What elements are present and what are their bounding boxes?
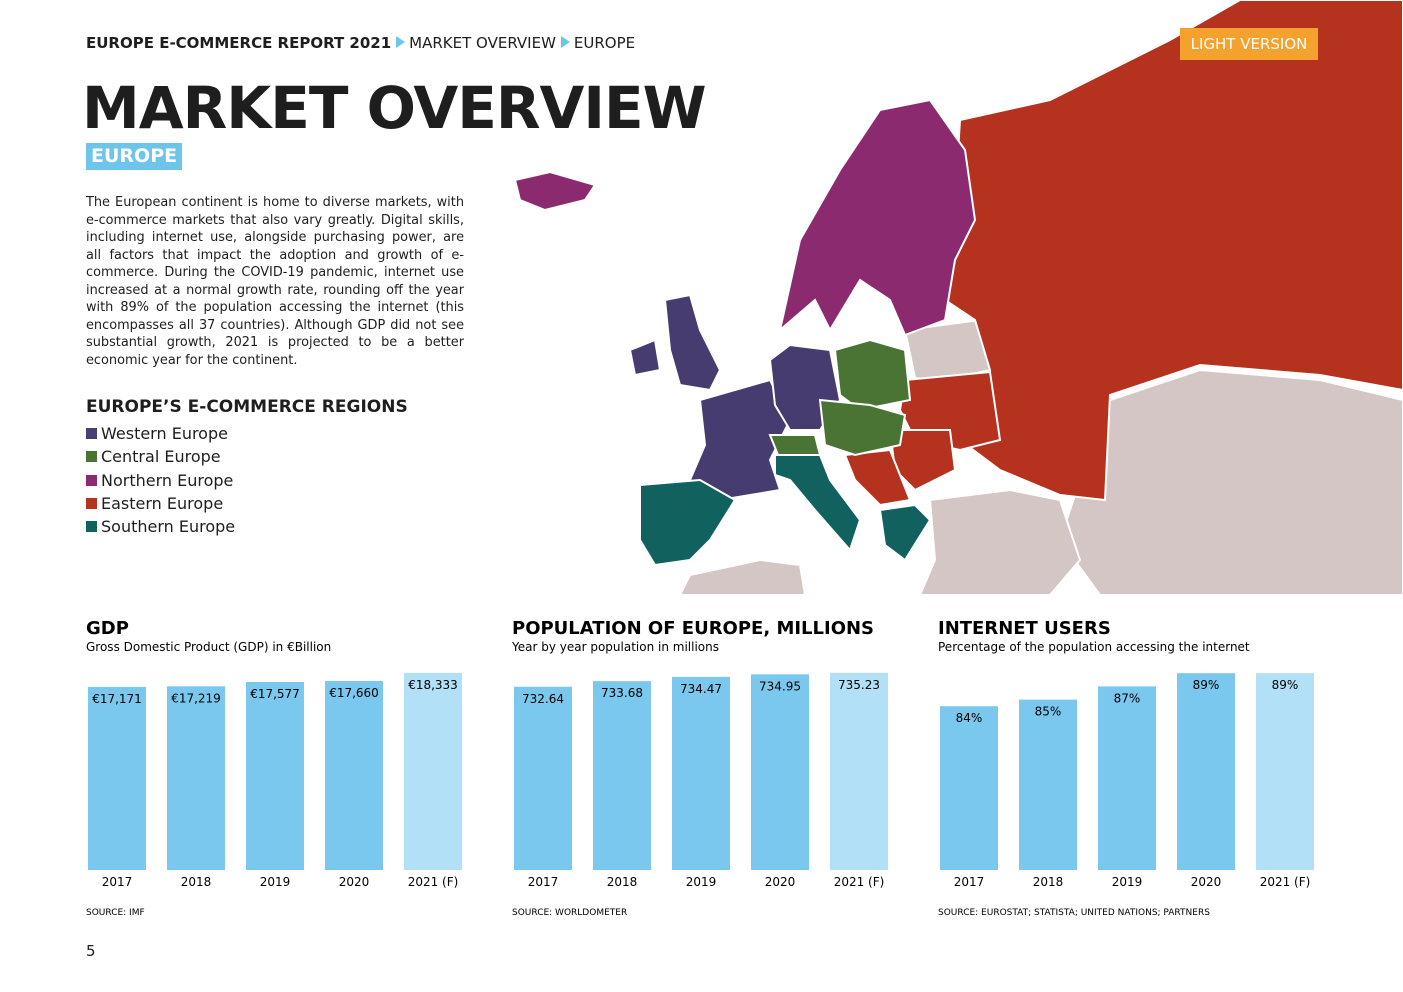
bar [88, 686, 146, 870]
value-label: 734.95 [759, 679, 801, 693]
x-tick-label: 2017 [528, 875, 559, 889]
bar [1256, 673, 1314, 870]
chart-source: SOURCE: WORLDOMETER [512, 908, 627, 918]
x-tick-label: 2018 [1033, 875, 1064, 889]
value-label: €17,577 [250, 687, 300, 701]
chart-subtitle: Gross Domestic Product (GDP) in €Billion [86, 640, 331, 654]
x-tick-label: 2020 [339, 875, 370, 889]
page-number: 5 [86, 942, 96, 960]
chart-source: SOURCE: IMF [86, 908, 145, 918]
bar [325, 681, 383, 870]
value-label: €17,219 [171, 691, 221, 705]
legend-label: Western Europe [101, 424, 228, 444]
x-tick-label: 2017 [102, 875, 133, 889]
value-label: 735.23 [838, 678, 880, 692]
legend-swatch [86, 498, 97, 510]
value-label: €17,660 [329, 686, 379, 700]
x-tick-label: 2019 [686, 875, 717, 889]
x-tick-label: 2018 [181, 875, 212, 889]
value-label: 89% [1193, 678, 1220, 692]
legend-swatch [86, 428, 97, 440]
chart-title: GDP [86, 618, 129, 639]
chart-subtitle: Year by year population in millions [511, 640, 719, 654]
bar [167, 686, 225, 870]
breadcrumb: EUROPE E-COMMERCE REPORT 2021 MARKET OVER… [86, 34, 635, 52]
bar [830, 672, 888, 870]
legend-swatch [86, 474, 97, 486]
legend-label: Southern Europe [101, 517, 236, 537]
legend-label: Northern Europe [101, 470, 234, 490]
x-tick-label: 2018 [607, 875, 638, 889]
legend-swatch [86, 451, 97, 463]
value-label: 732.64 [522, 692, 564, 706]
x-tick-label: 2020 [1191, 875, 1222, 889]
bar [246, 682, 304, 870]
version-badge[interactable]: LIGHT VERSION [1180, 28, 1318, 60]
chart-title: INTERNET USERS [938, 618, 1111, 639]
legend-item: Western Europe [86, 422, 235, 445]
bar [940, 706, 998, 870]
legend-swatch [86, 521, 97, 533]
x-tick-label: 2021 (F) [1260, 875, 1311, 889]
legend-item: Southern Europe [86, 515, 235, 538]
legend-item: Eastern Europe [86, 492, 235, 515]
legend-item: Northern Europe [86, 469, 235, 492]
value-label: 84% [956, 711, 983, 725]
bar [751, 674, 809, 870]
page-subtitle: EUROPE [86, 143, 183, 170]
value-label: 87% [1114, 691, 1141, 705]
value-label: 733.68 [601, 686, 643, 700]
bar [672, 676, 730, 870]
chart-title: POPULATION OF EUROPE, MILLIONS [512, 618, 874, 639]
x-tick-label: 2019 [260, 875, 291, 889]
breadcrumb-item: EUROPE E-COMMERCE REPORT 2021 [86, 34, 392, 52]
breadcrumb-item: MARKET OVERVIEW [409, 34, 556, 52]
x-tick-label: 2021 (F) [408, 875, 459, 889]
value-label: 85% [1035, 705, 1062, 719]
legend-title: EUROPE’S E-COMMERCE REGIONS [86, 397, 408, 417]
value-label: 89% [1272, 678, 1299, 692]
legend-label: Central Europe [101, 447, 221, 467]
x-tick-label: 2017 [954, 875, 985, 889]
x-tick-label: 2020 [765, 875, 796, 889]
breadcrumb-item: EUROPE [573, 34, 636, 52]
bar [1019, 699, 1077, 870]
legend: Western Europe Central Europe Northern Eur… [86, 422, 235, 538]
chart-subtitle: Percentage of the population accessing t… [938, 640, 1250, 654]
chart-source: SOURCE: EUROSTAT; STATISTA; UNITED NATIO… [938, 908, 1210, 918]
body-text: The European continent is home to divers… [86, 195, 464, 368]
value-label: €17,171 [92, 692, 142, 706]
legend-item: Central Europe [86, 445, 235, 468]
value-label: 734.47 [680, 682, 722, 696]
bar [1098, 686, 1156, 870]
x-tick-label: 2019 [1112, 875, 1143, 889]
europe-map [513, 0, 1403, 596]
bar [404, 672, 462, 870]
legend-label: Eastern Europe [101, 494, 224, 514]
x-tick-label: 2021 (F) [834, 875, 885, 889]
bar [1177, 673, 1235, 870]
bar [593, 681, 651, 870]
value-label: €18,333 [408, 678, 458, 692]
page-title: MARKET OVERVIEW [82, 74, 707, 142]
bar [514, 686, 572, 870]
